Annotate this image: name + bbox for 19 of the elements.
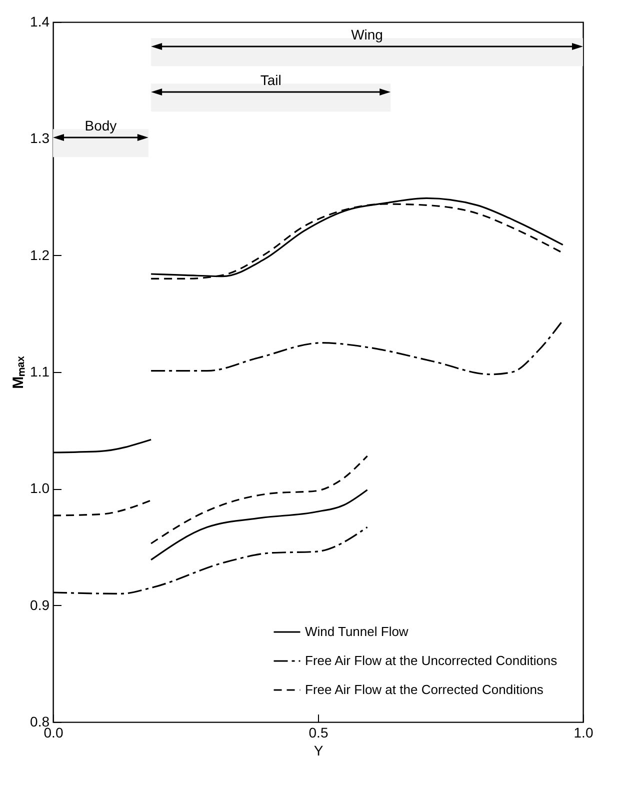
y-tick-label: 1.1 [30, 364, 50, 380]
band-label: Tail [260, 72, 282, 88]
x-tick-label: 0.5 [308, 724, 328, 740]
x-tick-label: 1.0 [574, 724, 594, 740]
y-tick-label: 0.9 [30, 596, 50, 613]
line-series [150, 489, 368, 561]
x-axis-title: Y [314, 742, 324, 758]
line-series [150, 455, 368, 544]
band-label: Body [84, 118, 117, 134]
y-axis-title: Mₘₐₓ [10, 356, 28, 389]
legend-label: Wind Tunnel Flow [305, 624, 409, 639]
y-tick-label: 1.2 [30, 246, 50, 263]
y-tick-label: 1.0 [30, 480, 50, 496]
line-series [150, 321, 563, 376]
y-tick-label: 1.4 [30, 14, 50, 30]
band-label: Wing [351, 26, 383, 42]
y-tick-label: 1.3 [30, 130, 50, 146]
legend-label: Free Air Flow at the Corrected Conditions [305, 682, 544, 697]
legend-label: Free Air Flow at the Uncorrected Conditions [305, 653, 558, 668]
